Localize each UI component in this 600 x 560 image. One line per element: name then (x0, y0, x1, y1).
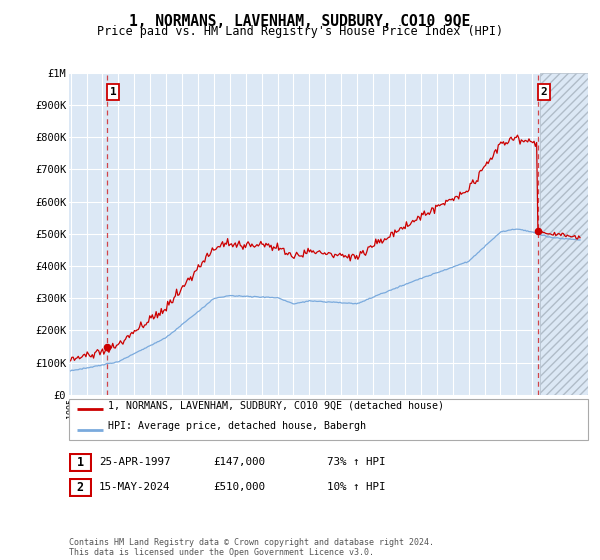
FancyBboxPatch shape (69, 399, 588, 440)
Text: £147,000: £147,000 (213, 457, 265, 467)
Text: 1, NORMANS, LAVENHAM, SUDBURY, CO10 9QE (detached house): 1, NORMANS, LAVENHAM, SUDBURY, CO10 9QE … (108, 400, 444, 410)
Text: 2: 2 (541, 87, 547, 97)
Text: 1: 1 (77, 456, 84, 469)
Text: 1, NORMANS, LAVENHAM, SUDBURY, CO10 9QE: 1, NORMANS, LAVENHAM, SUDBURY, CO10 9QE (130, 14, 470, 29)
Text: 2: 2 (77, 481, 84, 494)
Text: Price paid vs. HM Land Registry's House Price Index (HPI): Price paid vs. HM Land Registry's House … (97, 25, 503, 38)
FancyBboxPatch shape (70, 479, 91, 496)
Text: 73% ↑ HPI: 73% ↑ HPI (327, 457, 386, 467)
Point (533, 226, 543, 235)
Text: HPI: Average price, detached house, Babergh: HPI: Average price, detached house, Babe… (108, 421, 366, 431)
Point (103, 343, 112, 352)
Text: Contains HM Land Registry data © Crown copyright and database right 2024.
This d: Contains HM Land Registry data © Crown c… (69, 538, 434, 557)
Text: 1: 1 (110, 87, 116, 97)
Text: 10% ↑ HPI: 10% ↑ HPI (327, 482, 386, 492)
Text: £510,000: £510,000 (213, 482, 265, 492)
Text: 15-MAY-2024: 15-MAY-2024 (99, 482, 170, 492)
FancyBboxPatch shape (70, 454, 91, 471)
Text: 25-APR-1997: 25-APR-1997 (99, 457, 170, 467)
Bar (540, 73, 600, 395)
